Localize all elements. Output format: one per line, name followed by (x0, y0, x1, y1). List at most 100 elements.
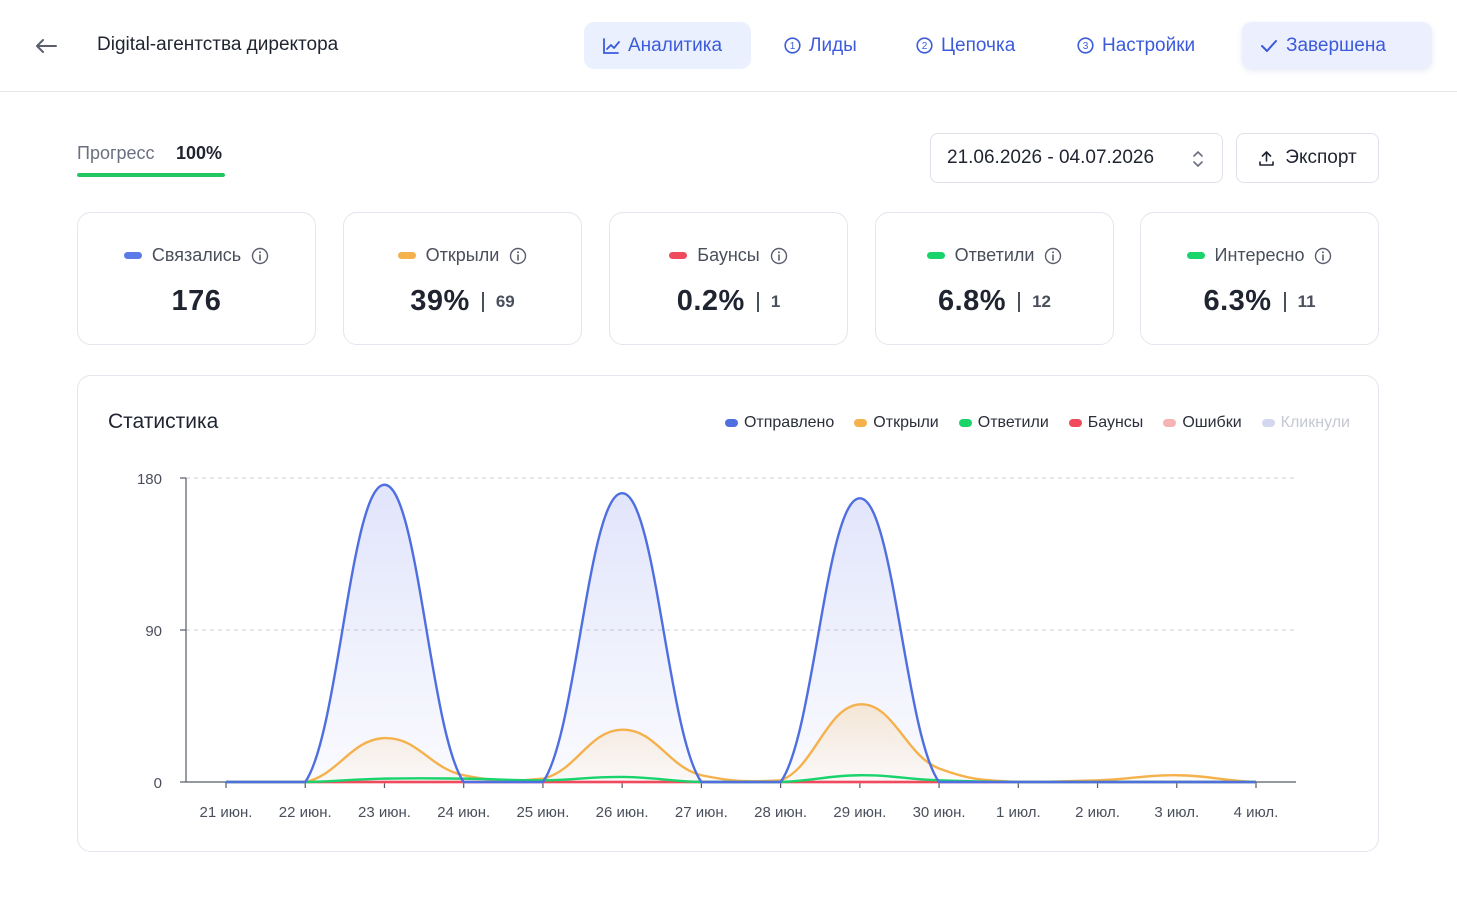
progress-value: 100% (176, 143, 223, 163)
stat-header: Баунсы (610, 245, 847, 266)
series-area-opened (226, 704, 1256, 782)
tab-completed[interactable]: Завершена (1242, 22, 1432, 69)
stat-header: Открыли (344, 245, 581, 266)
legend-item[interactable]: Баунсы (1068, 414, 1144, 432)
x-tick-label: 28 июн. (754, 804, 807, 821)
stat-divider (1018, 291, 1021, 312)
export-label: Экспорт (1285, 147, 1357, 168)
step-2-icon: 2 (916, 37, 933, 54)
legend-item[interactable]: Кликнули (1261, 414, 1350, 432)
statistics-chart-card: Статистика Отправлено Открыли Ответили Баун… (77, 375, 1379, 852)
check-icon (1261, 39, 1277, 52)
stat-count: 1 (770, 291, 781, 311)
legend-color-dot (1068, 419, 1082, 427)
y-tick-label: 0 (154, 775, 162, 792)
stat-color-dot (926, 252, 945, 259)
stat-color-dot (397, 252, 416, 259)
x-tick-label: 25 июн. (516, 804, 569, 821)
tab-settings-label: Настройки (1102, 34, 1196, 56)
info-icon[interactable] (251, 247, 269, 265)
stat-label: Открыли (425, 245, 500, 265)
back-button[interactable] (30, 30, 62, 62)
stat-color-dot (1186, 252, 1205, 259)
tab-leads[interactable]: 1 Лиды (766, 22, 875, 69)
legend-color-dot (958, 419, 972, 427)
legend-item[interactable]: Отправлено (724, 414, 835, 432)
x-tick-label: 30 июн. (913, 804, 966, 821)
info-icon[interactable] (509, 247, 527, 265)
progress-bar (77, 173, 225, 177)
stat-count: 12 (1032, 291, 1052, 311)
stat-values: 0.2% 1 (610, 285, 847, 318)
legend-label: Открыли (873, 414, 939, 431)
stat-values: 6.8% 12 (876, 285, 1113, 318)
export-button[interactable]: Экспорт (1236, 133, 1379, 183)
date-range-value: 21.06.2026 - 04.07.2026 (947, 147, 1155, 168)
progress-bar-fill (77, 173, 225, 177)
svg-text:1: 1 (790, 41, 796, 52)
top-bar: Digital-агентства директора Аналитика 1 … (0, 0, 1457, 92)
stat-card-opened: Открыли 39% 69 (343, 212, 582, 345)
stat-value: 176 (171, 285, 222, 317)
stat-color-dot (123, 252, 142, 259)
x-tick-label: 4 июл. (1234, 804, 1279, 821)
stat-values: 176 (78, 285, 315, 318)
legend-label: Кликнули (1280, 414, 1350, 431)
x-tick-label: 22 июн. (279, 804, 332, 821)
stat-values: 6.3% 11 (1141, 285, 1378, 318)
chart-legend: Отправлено Открыли Ответили Баунсы Ошибки Кли… (724, 414, 1350, 432)
stat-header: Интересно (1141, 245, 1378, 266)
legend-color-dot (854, 419, 868, 427)
stat-values: 39% 69 (344, 285, 581, 318)
tab-completed-label: Завершена (1286, 34, 1386, 56)
series-line-0 (226, 483, 1256, 784)
stat-color-dot (669, 252, 688, 259)
stat-count: 69 (495, 291, 515, 311)
tab-settings[interactable]: 3 Настройки (1059, 22, 1213, 69)
stat-card-interested: Интересно 6.3% 11 (1140, 212, 1379, 345)
stat-card-replied: Ответили 6.8% 12 (875, 212, 1114, 345)
x-tick-label: 1 июл. (996, 804, 1041, 821)
svg-text:2: 2 (922, 41, 928, 52)
stat-label: Баунсы (697, 245, 760, 265)
stat-header: Связались (78, 245, 315, 266)
date-range-picker[interactable]: 21.06.2026 - 04.07.2026 (930, 133, 1223, 183)
stat-header: Ответили (876, 245, 1113, 266)
x-tick-label: 3 июл. (1154, 804, 1199, 821)
tab-analytics[interactable]: Аналитика (584, 22, 751, 69)
stat-value: 0.2% (676, 285, 745, 317)
legend-color-dot (1261, 419, 1275, 427)
legend-item[interactable]: Ошибки (1163, 414, 1242, 432)
series-area-sent (226, 484, 1256, 782)
stat-label: Интересно (1214, 245, 1305, 265)
legend-label: Отправлено (743, 414, 835, 431)
upload-icon (1259, 150, 1275, 166)
info-icon[interactable] (1044, 247, 1062, 265)
stat-label: Ответили (954, 245, 1035, 265)
x-tick-label: 26 июн. (596, 804, 649, 821)
legend-label: Ответили (977, 414, 1049, 431)
stat-card-bounces: Баунсы 0.2% 1 (609, 212, 848, 345)
legend-item[interactable]: Открыли (854, 414, 939, 432)
stat-value: 39% (410, 285, 470, 317)
step-3-icon: 3 (1077, 37, 1094, 54)
x-tick-label: 21 июн. (200, 804, 253, 821)
legend-label: Баунсы (1087, 414, 1144, 431)
chevron-up-down-icon (1193, 151, 1203, 167)
stat-count: 11 (1297, 291, 1316, 311)
info-icon[interactable] (1314, 247, 1332, 265)
tab-sequence[interactable]: 2 Цепочка (898, 22, 1033, 69)
stat-value: 6.8% (937, 285, 1007, 317)
x-tick-label: 27 июн. (675, 804, 728, 821)
y-tick-label: 90 (145, 623, 162, 640)
svg-text:3: 3 (1083, 41, 1089, 52)
x-tick-label: 2 июл. (1075, 804, 1120, 821)
stat-divider (481, 291, 484, 312)
legend-label: Ошибки (1182, 414, 1242, 431)
stat-value: 6.3% (1203, 285, 1272, 317)
x-tick-label: 29 июн. (833, 804, 886, 821)
legend-color-dot (1163, 419, 1177, 427)
legend-item[interactable]: Ответили (958, 414, 1049, 432)
info-icon[interactable] (770, 247, 788, 265)
